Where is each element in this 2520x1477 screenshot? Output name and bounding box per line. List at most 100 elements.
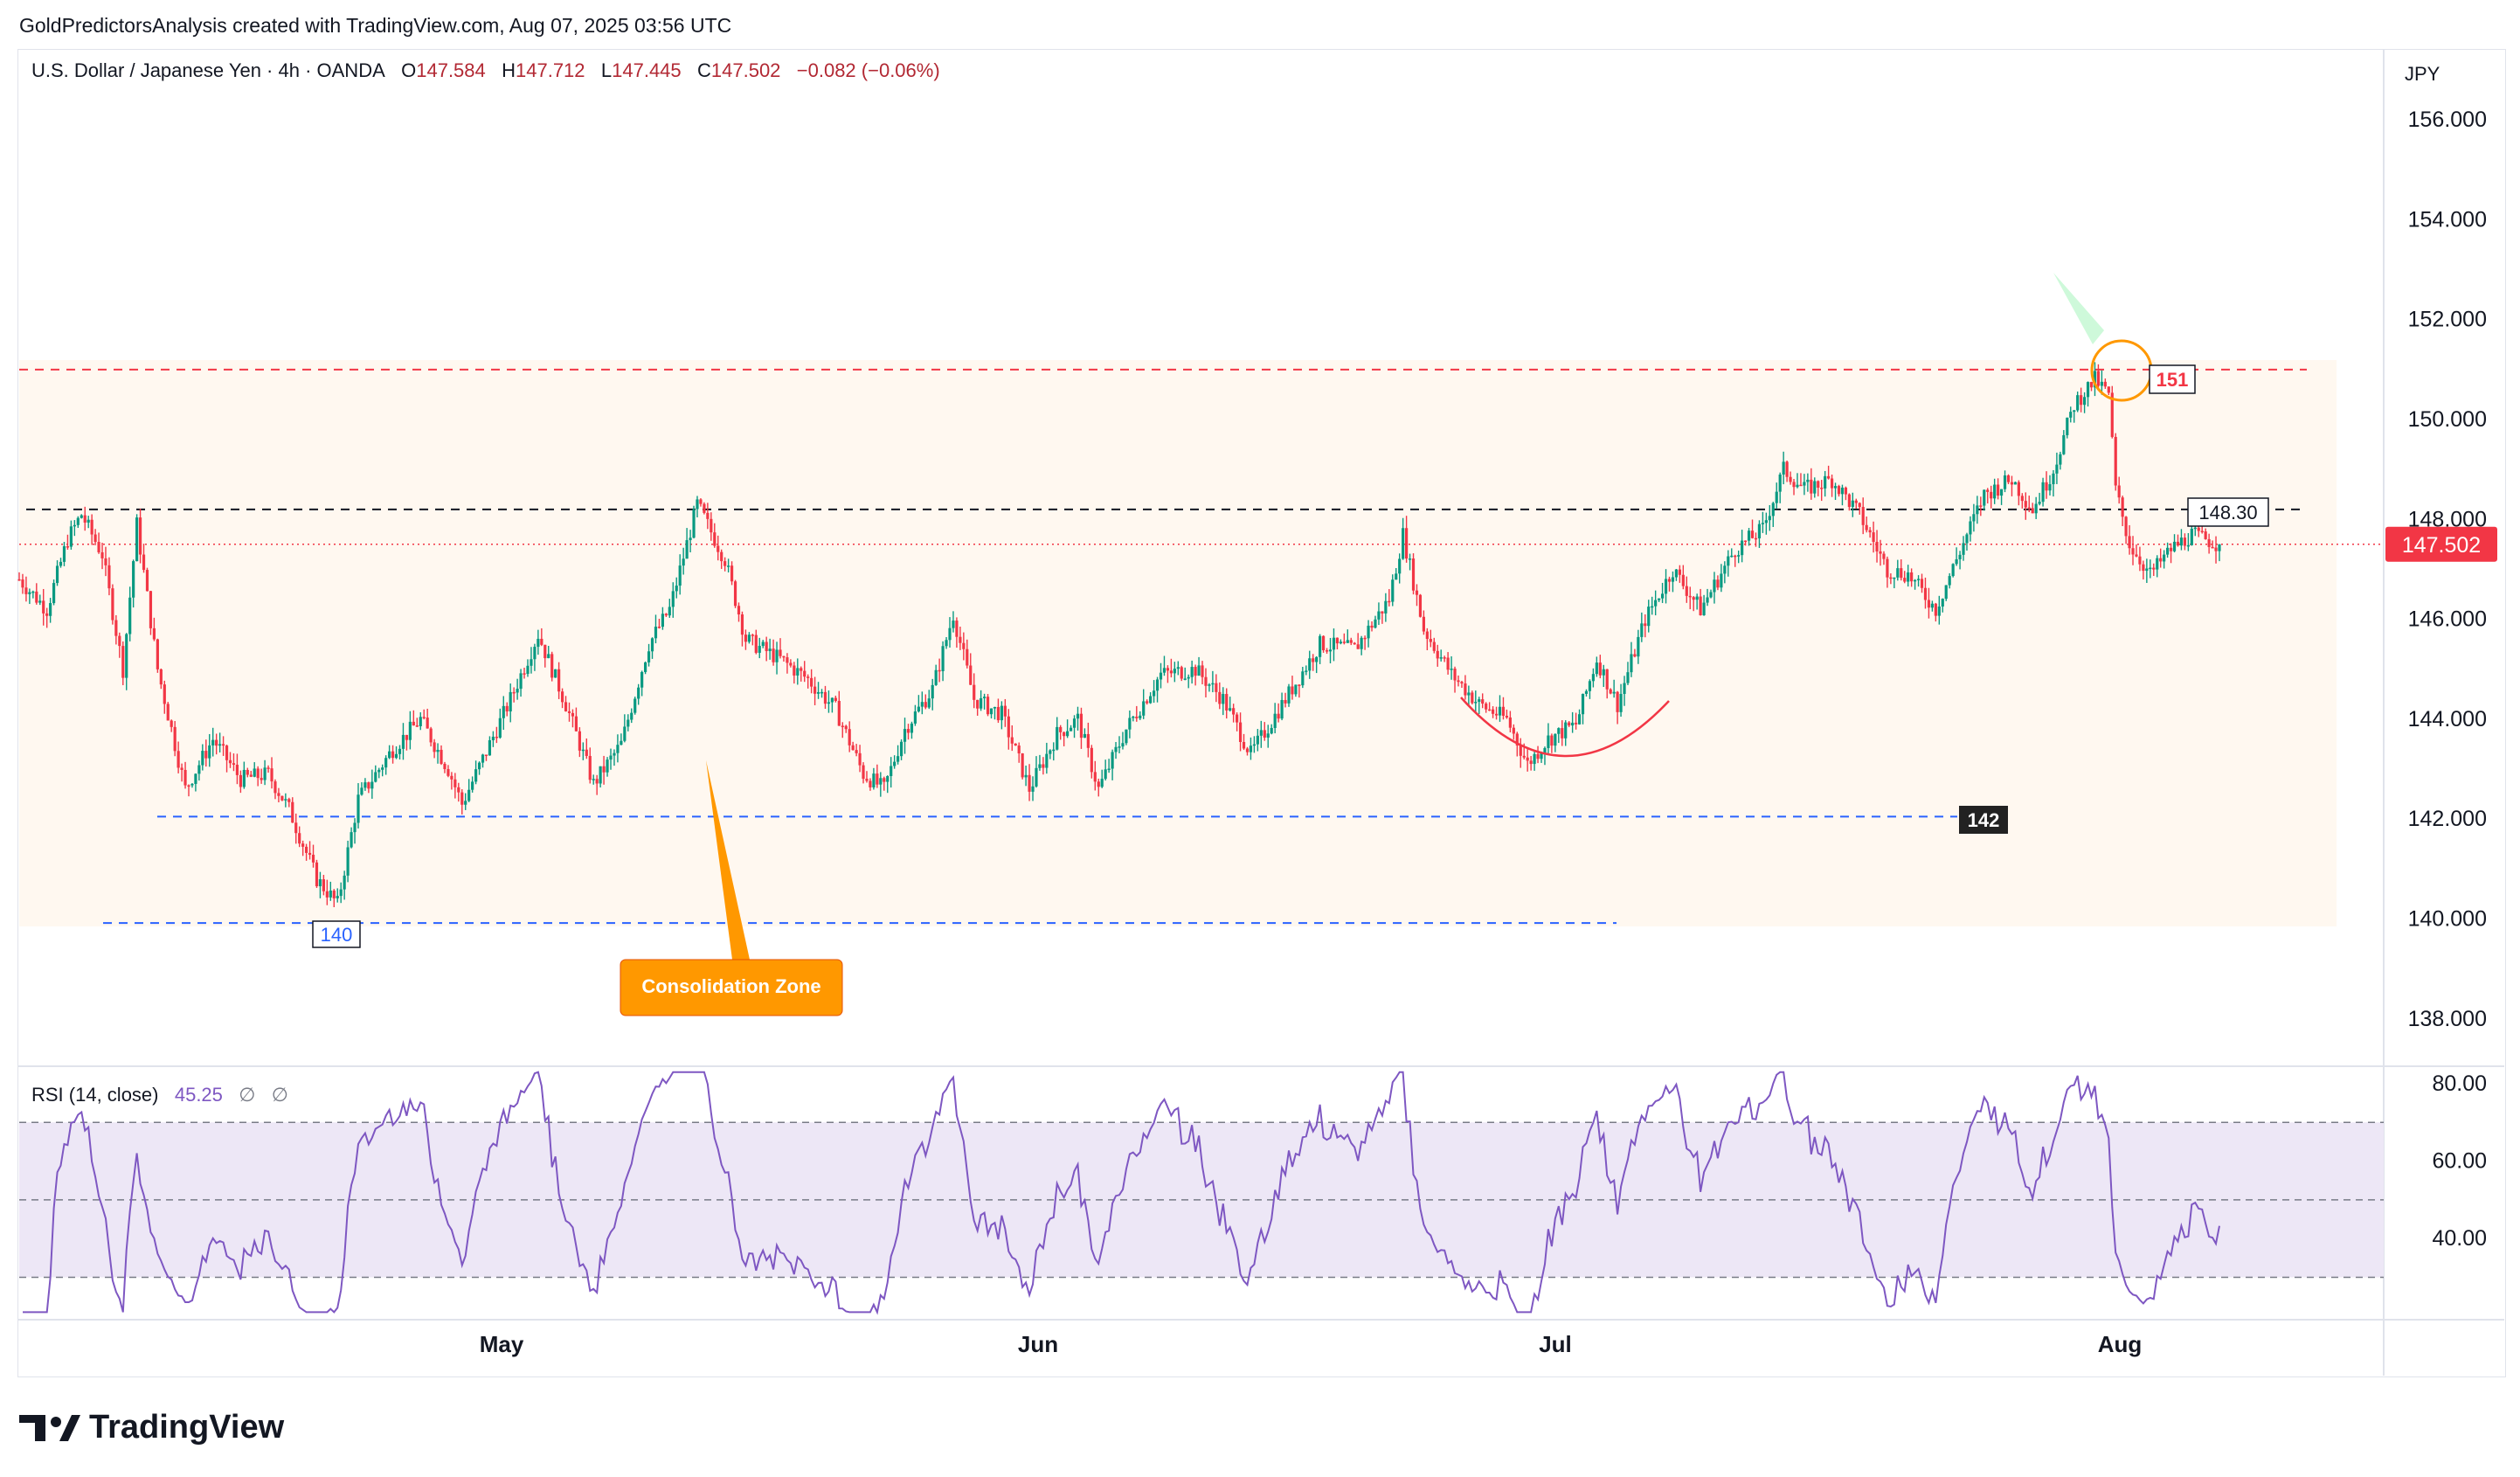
rsi-legend[interactable]: RSI (14, close) 45.25 ∅ ∅ [31, 1084, 288, 1106]
candle-body [1411, 558, 1416, 591]
candle-body [1951, 564, 1955, 577]
candle-body [717, 545, 720, 552]
high-label: H [502, 59, 516, 81]
candle-body [332, 891, 336, 898]
candle-body [2152, 567, 2156, 570]
candle-body [1294, 684, 1298, 695]
candle-body [367, 782, 370, 789]
candle-body [363, 782, 367, 788]
candle-body [1003, 705, 1007, 717]
candle-body [121, 646, 125, 678]
symbol-legend[interactable]: U.S. Dollar / Japanese Yen · 4h · OANDA … [31, 59, 940, 82]
candle-body [574, 716, 578, 732]
candle-body [592, 779, 595, 780]
candle-body [1702, 602, 1706, 615]
candle-body [1757, 524, 1762, 539]
candle-body [1886, 558, 1889, 578]
candle-body [567, 711, 571, 713]
candle-body [1543, 747, 1547, 754]
symbol-title[interactable]: U.S. Dollar / Japanese Yen · 4h · OANDA [31, 59, 385, 81]
candle-body [980, 697, 983, 709]
candle-body [1152, 690, 1156, 697]
candle-body [585, 749, 588, 756]
candle-body [1498, 706, 1502, 716]
candle-body [733, 581, 737, 607]
candle-body [2020, 496, 2024, 502]
candle-body [80, 515, 83, 518]
candle-body [927, 698, 931, 708]
candle-body [664, 614, 668, 616]
candle-body [1111, 752, 1114, 769]
candle-body [17, 579, 21, 581]
candle-body [474, 769, 478, 782]
candle-body [599, 766, 602, 784]
candle-body [1810, 479, 1813, 494]
candle-body [1298, 684, 1301, 686]
candle-body [1709, 592, 1713, 598]
candle-body [1713, 579, 1716, 593]
candle-body [1934, 603, 1937, 616]
candle-body [1595, 662, 1598, 675]
currency-label[interactable]: JPY [2405, 63, 2440, 85]
candle-body [1997, 484, 2000, 496]
candle-body [460, 792, 464, 805]
candle-body [52, 583, 56, 604]
candle-body [280, 795, 284, 801]
candle-body [408, 721, 412, 740]
candle-body [28, 592, 31, 594]
candle-body [1415, 590, 1419, 595]
candle-body [554, 669, 557, 678]
candle-body [194, 773, 197, 784]
candle-body [55, 565, 59, 584]
candle-body [45, 613, 49, 616]
candle-body [498, 718, 502, 738]
candle-body [1519, 745, 1522, 756]
candle-body [1820, 487, 1824, 489]
candle-body [1232, 708, 1236, 715]
candle-body [73, 524, 76, 527]
candle-body [782, 655, 786, 658]
candle-body [429, 728, 433, 743]
candle-body [1840, 487, 1845, 495]
candle-body [1086, 733, 1090, 748]
candle-body [1619, 694, 1623, 712]
candle-body [996, 706, 1000, 721]
candle-body [1526, 757, 1529, 761]
candle-body [633, 698, 637, 713]
candle-body [1190, 667, 1194, 677]
candle-body [1024, 774, 1028, 778]
candle-body [1806, 479, 1810, 482]
candle-body [1418, 594, 1423, 617]
consolidation-zone-area [19, 360, 2337, 926]
candle-body [550, 654, 554, 678]
candle-body [834, 697, 837, 701]
candle-body [128, 597, 132, 634]
candle-body [1222, 694, 1225, 704]
candle-body [1723, 565, 1727, 574]
tradingview-logo[interactable]: TradingView [19, 1409, 284, 1446]
candle-body [920, 702, 924, 707]
candle-body [2073, 410, 2076, 413]
candle-body [1166, 668, 1170, 671]
candle-body [855, 750, 858, 753]
candle-body [1007, 716, 1010, 738]
candle-body [1273, 713, 1277, 728]
candle-body [1983, 489, 1986, 506]
tag-142-label: 142 [1968, 809, 2000, 831]
candle-body [1674, 569, 1679, 578]
candle-body [1035, 767, 1038, 787]
candle-body [1591, 674, 1595, 682]
candle-body [1508, 717, 1512, 728]
candle-body [910, 723, 914, 733]
candle-body [1896, 568, 1900, 578]
high-value: 147.712 [516, 59, 585, 81]
candle-body [606, 759, 609, 773]
candle-body [706, 512, 710, 519]
candle-body [228, 759, 232, 764]
candle-body [609, 755, 613, 760]
candle-body [1976, 505, 1979, 515]
rsi-title[interactable]: RSI (14, close) [31, 1084, 159, 1106]
candle-body [1875, 541, 1879, 551]
candle-body [1238, 722, 1243, 743]
